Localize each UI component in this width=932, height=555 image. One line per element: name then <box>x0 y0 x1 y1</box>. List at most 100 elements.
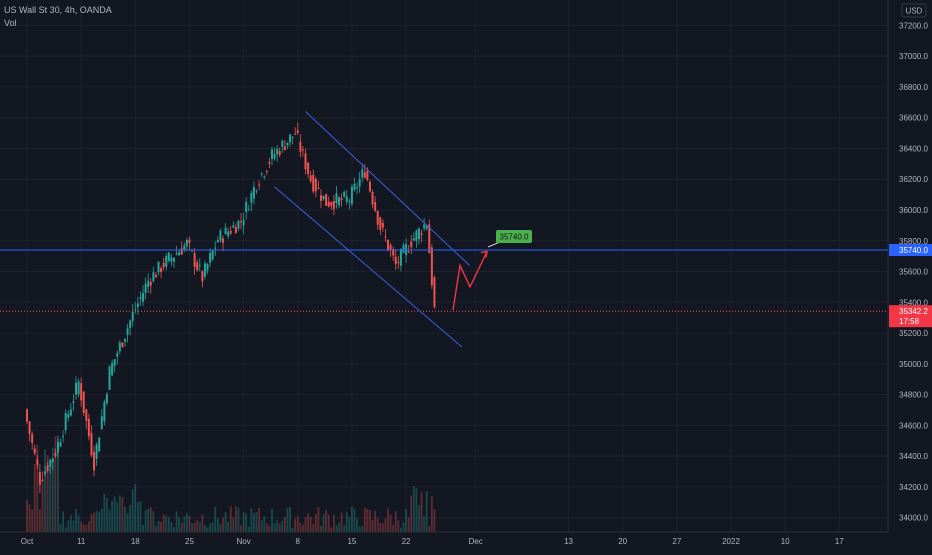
target-note-label: 35740.0 <box>500 233 529 242</box>
volume-legend[interactable]: Vol <box>4 18 17 28</box>
volume-bar <box>44 449 46 532</box>
channel-lower-line[interactable] <box>274 186 463 348</box>
candle-body <box>325 193 328 206</box>
volume-bar <box>405 508 407 532</box>
candle-body <box>317 187 320 189</box>
volume-bar <box>165 516 168 532</box>
volume-bar <box>57 438 59 532</box>
volume-bar <box>219 524 222 532</box>
volume-bar <box>95 511 98 532</box>
candle-body <box>402 245 405 253</box>
candle-body <box>72 401 75 403</box>
candle-body <box>31 433 34 444</box>
volume-bar <box>201 514 204 532</box>
volume-bar <box>108 510 111 532</box>
candle-body <box>374 202 377 211</box>
volume-bar <box>75 509 77 532</box>
candle-body <box>289 134 292 143</box>
candle-body <box>224 227 227 235</box>
volume-bar <box>312 523 315 532</box>
time-tick-label: 15 <box>347 537 356 546</box>
volume-bar <box>31 509 34 532</box>
candle-body <box>299 141 302 152</box>
candle-body <box>407 251 410 253</box>
candle-body <box>366 170 369 181</box>
volume-bar <box>234 506 237 532</box>
candle-body <box>196 262 199 271</box>
candle-body <box>214 247 217 249</box>
price-tick-label: 36800.0 <box>899 83 928 92</box>
candle-body <box>296 130 299 133</box>
channel-upper-line[interactable] <box>305 111 470 266</box>
volume-bar <box>144 509 147 532</box>
candle-body <box>80 383 83 401</box>
volume-bar <box>309 516 312 532</box>
candle-body <box>322 195 325 200</box>
volume-bar <box>67 520 70 532</box>
volume-bar <box>62 511 65 532</box>
time-tick-label: Nov <box>236 537 250 546</box>
currency-label: USD <box>906 7 923 16</box>
projection-path[interactable] <box>452 251 488 311</box>
candle-body <box>258 184 261 186</box>
candle-body <box>193 253 196 267</box>
symbol-legend[interactable]: US Wall St 30, 4h, OANDA <box>4 5 112 15</box>
candle-body <box>198 264 201 266</box>
candle-body <box>111 363 114 376</box>
volume-bar <box>113 496 116 532</box>
candle-body <box>51 458 54 463</box>
candle-body <box>121 342 124 348</box>
volume-bar <box>289 506 291 532</box>
volume-bar <box>430 496 433 532</box>
candle-body <box>376 211 379 225</box>
volume-bar <box>121 497 124 532</box>
volume-bar <box>142 524 144 532</box>
candle-body <box>46 465 49 471</box>
price-tick-label: 34200.0 <box>899 483 928 492</box>
volume-bar <box>26 499 28 532</box>
volume-bar <box>69 515 72 532</box>
volume-bar <box>232 517 235 532</box>
volume-bar <box>126 513 129 532</box>
volume-bar <box>28 504 31 532</box>
price-tick-label: 34400.0 <box>899 452 928 461</box>
current-price-tag[interactable] <box>889 305 932 328</box>
price-tick-label: 35600.0 <box>899 268 928 277</box>
candle-body <box>206 263 209 271</box>
volume-bar <box>198 522 201 532</box>
candle-body <box>44 471 47 475</box>
target-note-box[interactable] <box>496 230 532 243</box>
candle-body <box>152 272 155 282</box>
candle-body <box>294 133 297 135</box>
volume-bar <box>348 517 351 532</box>
volume-bar <box>64 527 67 532</box>
candle-body <box>170 257 173 262</box>
volume-bar <box>167 517 170 532</box>
volume-bar <box>85 524 88 532</box>
candle-body <box>392 249 395 256</box>
candle-body <box>423 224 426 229</box>
volume-bar <box>335 524 338 532</box>
candle-body <box>54 452 57 456</box>
volume-bar <box>260 520 263 532</box>
volume-bar <box>263 516 266 532</box>
volume-bar <box>245 513 248 532</box>
level-price-tag[interactable] <box>889 244 932 256</box>
volume-bar <box>291 527 294 532</box>
currency-box[interactable] <box>901 3 927 18</box>
price-tick-label: 36400.0 <box>899 144 928 153</box>
volume-bar <box>155 525 157 532</box>
candle-body <box>379 217 382 230</box>
time-tick-label: 27 <box>672 537 681 546</box>
candle-body <box>312 174 315 192</box>
candle-body <box>338 197 341 206</box>
volume-bar <box>59 523 62 532</box>
candle-body <box>178 252 181 256</box>
candle-body <box>304 153 307 170</box>
volume-bar <box>271 508 273 532</box>
candle-body <box>410 241 413 248</box>
candle-body <box>219 230 222 241</box>
volume-bar <box>173 526 175 532</box>
